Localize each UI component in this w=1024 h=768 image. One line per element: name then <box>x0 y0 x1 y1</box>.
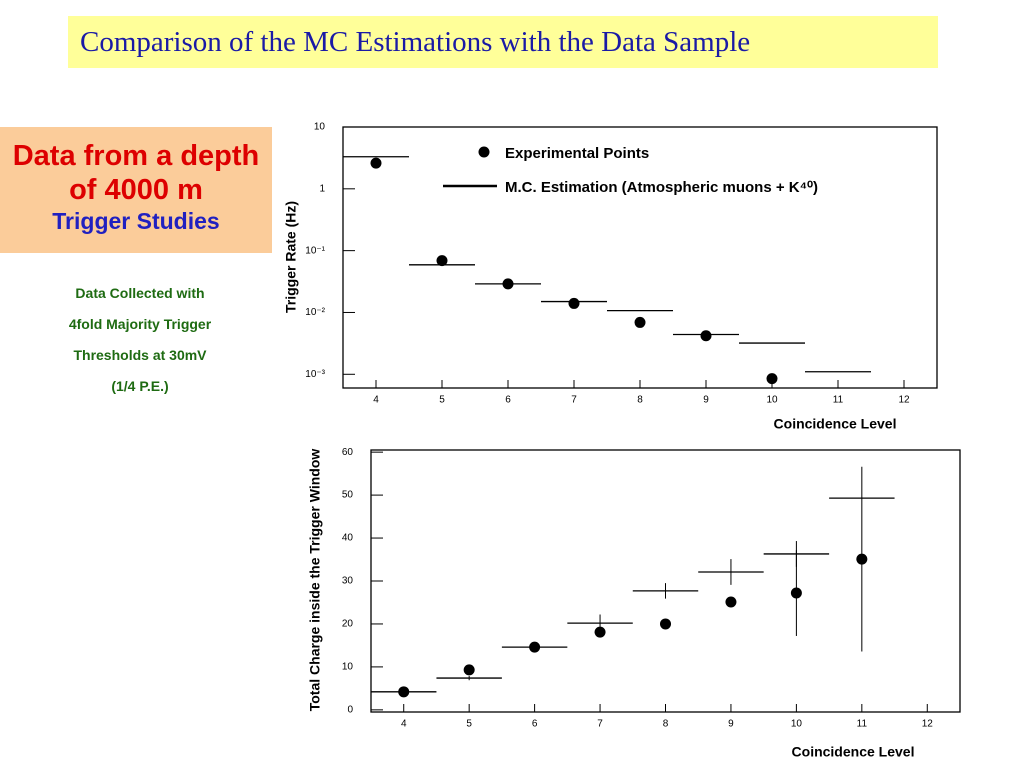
y-tick-label: 1 <box>319 183 325 194</box>
data-point <box>594 626 606 638</box>
x-tick-label: 6 <box>532 719 538 730</box>
y-tick-label: 50 <box>342 490 354 501</box>
plot-frame <box>370 449 961 713</box>
y-tick-label: 0 <box>347 704 353 715</box>
x-tick-label: 8 <box>637 395 643 406</box>
chart: 4 5 6 7 8 9 10 11 12 0 10 20 30 40 50 60 Coincidence Lev… <box>307 447 961 760</box>
data-point <box>725 596 737 608</box>
x-axis-label: Coincidence Level <box>792 744 915 760</box>
legend-label: M.C. Estimation (Atmospheric muons + K⁴⁰… <box>505 179 818 196</box>
subheadline: Trigger Studies <box>52 208 220 234</box>
data-point <box>700 330 712 342</box>
x-tick-label: 7 <box>571 395 577 406</box>
data-point <box>660 618 671 630</box>
x-tick-label: 4 <box>401 719 407 730</box>
y-axis-label: Trigger Rate (Hz) <box>283 201 299 313</box>
data-point <box>790 587 802 599</box>
x-axis-label: Coincidence Level <box>774 416 897 432</box>
x-tick-label: 4 <box>373 395 379 406</box>
slide-title: Comparison of the MC Estimations with th… <box>68 16 938 68</box>
y-tick-label: 10⁻¹ <box>305 245 325 256</box>
plot-frame <box>342 126 938 389</box>
y-tick-label: 30 <box>342 576 354 587</box>
x-tick-label: 10 <box>766 395 778 406</box>
y-tick-label: 60 <box>342 447 354 458</box>
data-point <box>370 157 382 169</box>
x-tick-label: 9 <box>728 719 734 730</box>
x-tick-label: 11 <box>833 395 844 406</box>
y-axis-label: Total Charge inside the Trigger Window <box>307 449 323 712</box>
x-tick-label: 12 <box>898 395 910 406</box>
y-tick-label: 10⁻² <box>305 307 325 318</box>
data-point <box>634 316 646 328</box>
data-point <box>856 553 868 565</box>
note: (1/4 P.E.) <box>111 378 169 394</box>
x-tick-label: 9 <box>703 395 709 406</box>
notes: Data Collected with 4fold Majority Trigg… <box>20 278 260 402</box>
y-tick-label: 40 <box>342 533 354 544</box>
data-point <box>436 255 448 267</box>
y-tick-label: 10 <box>314 122 326 133</box>
legend-label: Experimental Points <box>505 145 649 162</box>
data-point <box>568 297 580 309</box>
data-point <box>766 373 778 385</box>
x-tick-label: 12 <box>922 719 934 730</box>
note: Data Collected with <box>75 285 205 301</box>
x-tick-label: 11 <box>857 719 868 730</box>
y-tick-label: 10⁻³ <box>305 369 325 380</box>
headline: Data from a depth of 4000 m <box>12 140 260 206</box>
x-tick-label: 5 <box>439 395 445 406</box>
data-point <box>463 664 475 676</box>
note: 4fold Majority Trigger <box>68 316 212 332</box>
x-tick-label: 6 <box>505 395 511 406</box>
y-tick-label: 20 <box>342 619 354 630</box>
legend-marker <box>478 146 490 158</box>
note: Thresholds at 30mV <box>73 347 207 363</box>
x-tick-label: 7 <box>597 719 603 730</box>
y-tick-label: 10 <box>342 662 354 673</box>
chart: 4 5 6 7 8 9 10 11 12 10⁻³ 10⁻² 10⁻¹ 1 10 Coincidence L… <box>283 122 938 432</box>
headline-box: Data from a depth of 4000 m Trigger Stud… <box>0 127 272 253</box>
x-tick-label: 8 <box>663 719 669 730</box>
x-tick-label: 10 <box>791 719 803 730</box>
x-tick-label: 5 <box>466 719 472 730</box>
